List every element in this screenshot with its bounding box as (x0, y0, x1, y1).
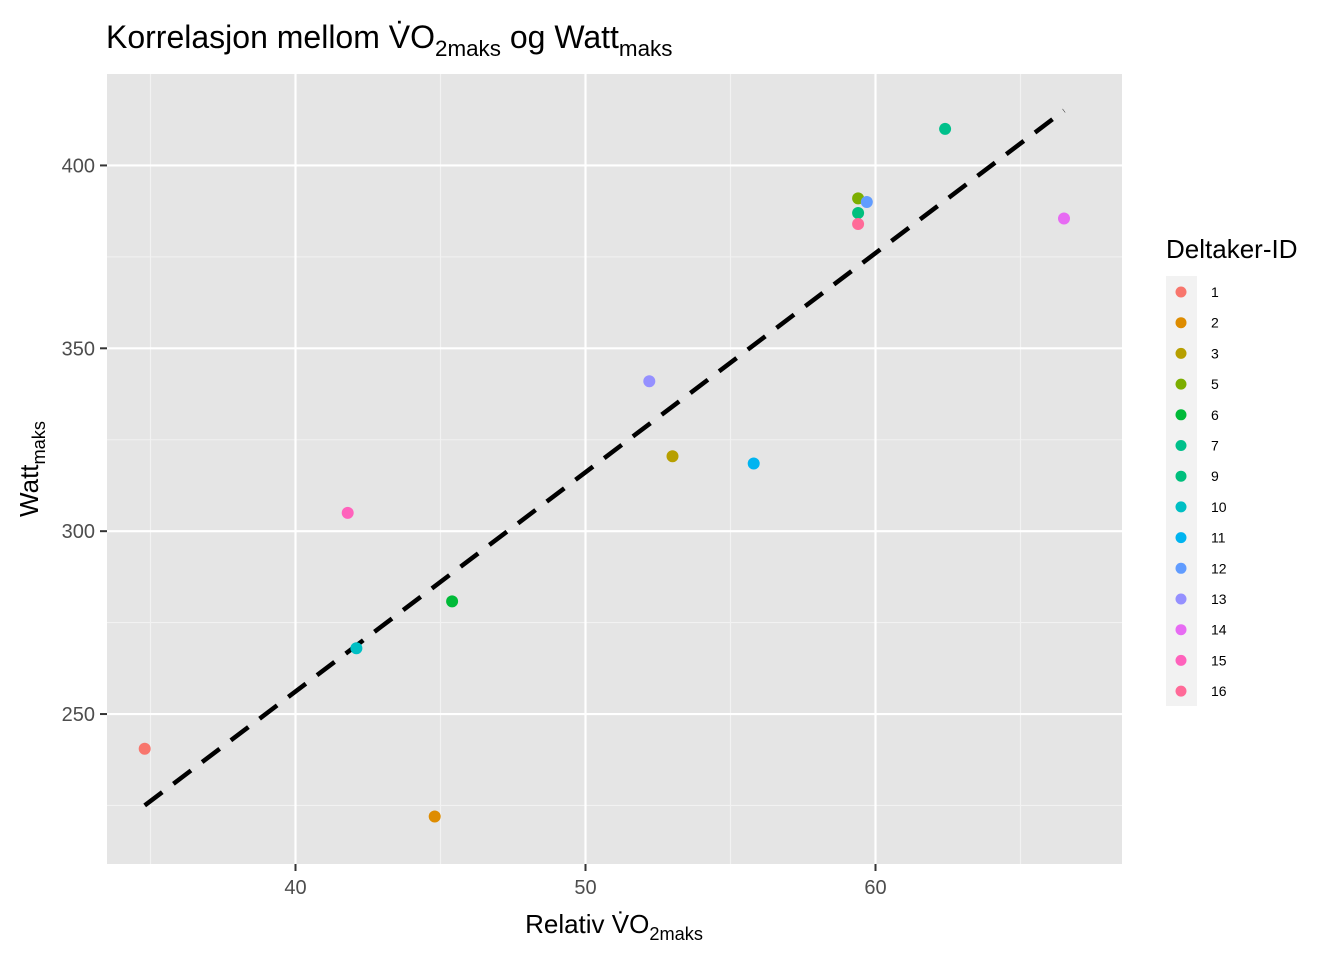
data-point-6 (446, 595, 459, 608)
x-tick-label: 50 (574, 877, 596, 899)
data-point-15 (341, 506, 354, 519)
plot-panel (107, 74, 1122, 864)
legend-key-14 (1175, 624, 1187, 636)
legend-label-7: 7 (1211, 438, 1219, 454)
legend-label-3: 3 (1211, 345, 1219, 361)
data-point-7 (939, 122, 952, 135)
data-point-10 (350, 642, 363, 655)
legend-label-1: 1 (1211, 284, 1219, 300)
legend-label-2: 2 (1211, 315, 1219, 331)
x-axis-title: Relativ V̇O2maks (525, 909, 703, 944)
y-tick-label: 350 (62, 338, 95, 360)
legend-label-6: 6 (1211, 407, 1219, 423)
y-tick-label: 300 (62, 521, 95, 543)
legend-label-9: 9 (1211, 468, 1219, 484)
legend-key-background (1166, 276, 1197, 706)
data-point-11 (747, 457, 760, 470)
legend-key-5 (1175, 378, 1187, 390)
data-point-9 (852, 206, 865, 219)
x-tick-label: 40 (284, 877, 306, 899)
y-tick-label: 400 (62, 155, 95, 177)
trendline-path (143, 108, 1066, 808)
x-axis-ticks: 40 50 60 (284, 864, 887, 899)
legend-label-11: 11 (1211, 530, 1226, 546)
legend-label-5: 5 (1211, 376, 1219, 392)
minor-grid (107, 74, 1122, 864)
legend-label-13: 13 (1211, 591, 1227, 607)
legend-key-12 (1175, 562, 1187, 574)
data-point-14 (1058, 212, 1070, 225)
legend-key-6 (1175, 409, 1187, 421)
y-axis-title: Wattmaks (14, 421, 49, 517)
legend-title: Deltaker-ID (1166, 234, 1297, 264)
legend-key-9 (1175, 470, 1187, 482)
legend-label-16: 16 (1211, 683, 1227, 699)
chart-title: Korrelasjon mellom V̇O2maks og Wattmaks (106, 19, 672, 61)
legend-key-3 (1175, 347, 1187, 359)
data-point-1 (138, 742, 151, 755)
legend-label-10: 10 (1211, 499, 1227, 515)
legend-key-2 (1175, 317, 1187, 329)
major-grid (107, 74, 1122, 864)
y-axis-ticks: 250 300 350 400 (62, 155, 107, 726)
legend-key-11 (1175, 532, 1187, 544)
legend-key-13 (1175, 593, 1187, 605)
legend-key-7 (1175, 440, 1187, 451)
legend-key-10 (1175, 501, 1187, 513)
trendline (143, 108, 1066, 808)
data-point-13 (643, 375, 656, 388)
x-tick-label: 60 (864, 877, 886, 899)
data-point-12 (860, 196, 873, 209)
legend-label-14: 14 (1211, 622, 1227, 638)
data-points (138, 122, 1070, 823)
data-point-2 (428, 810, 441, 823)
legend-key-15 (1175, 654, 1187, 666)
data-point-16 (852, 217, 865, 230)
legend-key-16 (1175, 685, 1187, 697)
data-point-3 (666, 450, 679, 463)
legend-label-15: 15 (1211, 652, 1227, 668)
y-tick-label: 250 (62, 704, 95, 726)
legend-key-1 (1175, 286, 1187, 298)
legend-label-12: 12 (1211, 560, 1227, 576)
